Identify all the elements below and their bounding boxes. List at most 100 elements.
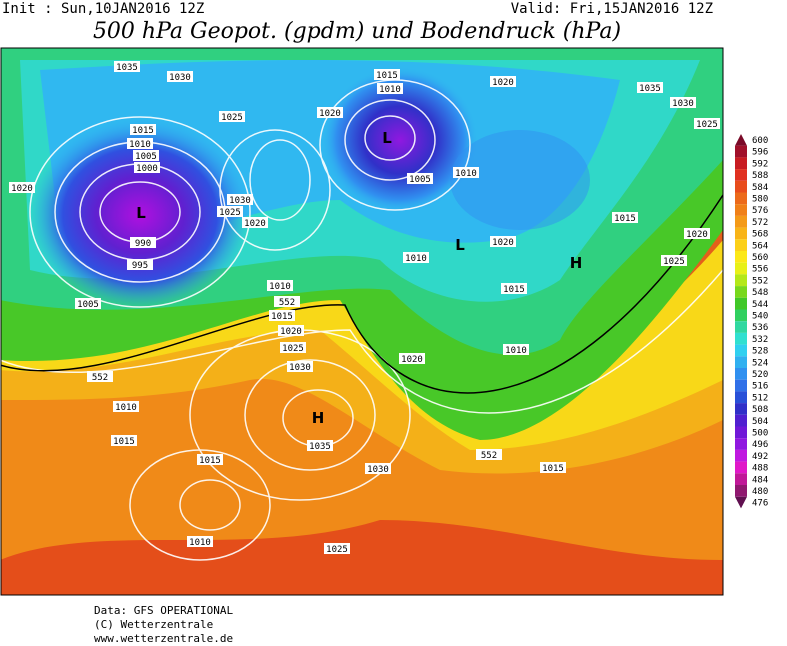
colorbar-cell [735,485,747,497]
label-box [453,167,479,178]
pressure-system: H [570,254,583,272]
label-box [407,173,433,184]
colorbar-label: 544 [752,300,768,310]
isobar-label: 990 [135,239,151,249]
colorbar-label: 556 [752,265,768,275]
colorbar-label: 488 [752,464,768,474]
colorbar-label: 576 [752,206,768,216]
valid-time: Valid: Fri,15JAN2016 12Z [511,1,713,17]
isobar-label: 1035 [116,63,138,73]
isobar-label: 1020 [492,238,514,248]
isobar-label: 1020 [11,184,33,194]
label-box [403,252,429,263]
colorbar: 6005965925885845805765725685645605565525… [735,134,768,509]
label-box [317,107,343,118]
isobar-label: 1015 [113,437,135,447]
colorbar-cell [735,157,747,170]
isobar-label: 1035 [309,442,331,452]
label-box [130,124,156,135]
colorbar-label: 528 [752,347,768,357]
label-box [269,310,295,321]
colorbar-cell [735,473,747,485]
isobar-label: 1020 [492,78,514,88]
label-box [75,298,101,309]
label-box [111,435,137,446]
colorbar-cell [735,169,747,181]
label-box [661,255,687,266]
label-box [399,353,425,364]
isobar-label: 1025 [221,113,243,123]
colorbar-cell [735,145,747,158]
colorbar-cell [735,227,747,240]
isobar-label: 1010 [115,403,137,413]
isobar-label: 1005 [77,300,99,310]
colorbar-label: 500 [752,429,768,439]
isobar-label: 1020 [686,230,708,240]
label-box [501,283,527,294]
isobar-label: 1015 [542,464,564,474]
footer-line: www.wetterzentrale.de [94,632,233,645]
isobar-label: 1025 [663,257,685,267]
label-box [324,543,350,554]
label-box [377,83,403,94]
isobar-label: 552 [92,373,108,383]
colorbar-cell [735,321,747,333]
isobar-label: 1020 [401,355,423,365]
label-box [490,76,516,87]
colorbar-cell [735,368,747,380]
pressure-system: L [382,129,392,147]
label-box [540,462,566,473]
isobar-label: 995 [132,261,148,271]
colorbar-cell [735,403,747,415]
label-box [476,449,502,460]
isobar-label: 1030 [672,99,694,109]
colorbar-cell [735,414,747,427]
isobar-label: 1000 [136,164,158,174]
isobar-label: 1030 [229,196,251,206]
colorbar-label: 520 [752,370,768,380]
colorbar-cell [735,496,747,509]
label-box [217,206,243,217]
colorbar-label: 512 [752,393,768,403]
isobar-label: 1025 [219,208,241,218]
label-box [197,454,223,465]
isobar-label: 1015 [614,214,636,224]
label-box [114,61,140,72]
label-box [134,162,160,173]
label-box [307,440,333,451]
map-field [1,48,723,595]
isobar-label: 1020 [244,219,266,229]
colorbar-label: 568 [752,230,768,240]
colorbar-label: 492 [752,452,768,462]
isobar-label: 1010 [129,140,151,150]
colorbar-cell [735,204,747,216]
colorbar-label: 588 [752,171,768,181]
isobar-label: 1025 [326,545,348,555]
isobar-label: 1010 [189,538,211,548]
label-box [287,361,313,372]
pressure-system: H [312,409,325,427]
colorbar-cell [735,344,747,357]
isobar-label: 1010 [405,254,427,264]
init-time: Init : Sun,10JAN2016 12Z [2,1,204,17]
isobar-label: 1035 [639,84,661,94]
colorbar-cell [735,134,747,146]
isobar-label: 1010 [505,346,527,356]
colorbar-label: 552 [752,276,768,286]
colorbar-label: 572 [752,218,768,228]
label-box [187,536,213,547]
colorbar-cell [735,332,747,345]
label-box [280,342,306,353]
label-box [219,111,245,122]
colorbar-label: 592 [752,159,768,169]
isobar-labels: 1035 1030 1025 1015 1010 1005 1000 1020 990 995 10… [9,61,720,555]
colorbar-label: 532 [752,335,768,345]
colorbar-cell [735,426,747,439]
colorbar-cell [735,251,747,263]
isobar-label: 1015 [376,71,398,81]
isobar-label: 1030 [367,465,389,475]
label-box [267,280,293,291]
isobar-label: 1025 [696,120,718,130]
label-box [127,259,153,270]
